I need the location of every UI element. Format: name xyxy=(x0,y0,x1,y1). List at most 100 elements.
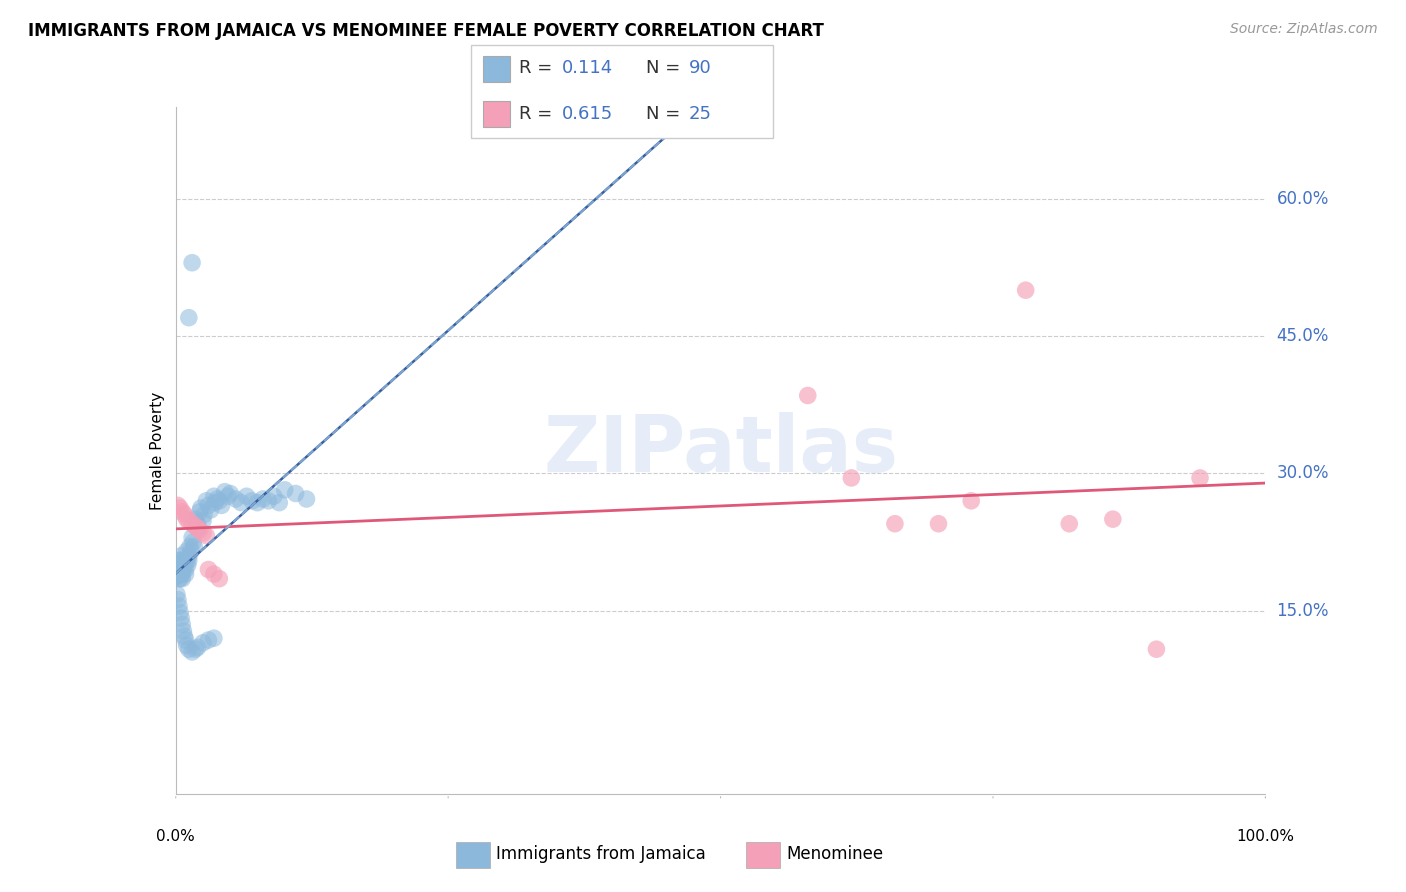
Point xyxy=(172,505,194,519)
Point xyxy=(274,483,297,497)
Point xyxy=(186,516,209,531)
Text: 25: 25 xyxy=(689,105,711,123)
Point xyxy=(167,599,190,614)
Point xyxy=(181,516,204,531)
Text: 15.0%: 15.0% xyxy=(1277,602,1329,620)
Point xyxy=(208,493,231,508)
Text: N =: N = xyxy=(647,60,686,78)
Text: 0.114: 0.114 xyxy=(562,60,613,78)
Point xyxy=(219,486,242,500)
Point xyxy=(169,572,191,586)
Text: 30.0%: 30.0% xyxy=(1277,465,1329,483)
Point xyxy=(167,592,190,607)
Point xyxy=(188,505,211,519)
Point xyxy=(167,553,190,567)
Text: ZIPatlas: ZIPatlas xyxy=(543,412,898,489)
Point xyxy=(177,310,200,325)
Point xyxy=(167,559,190,574)
FancyBboxPatch shape xyxy=(456,842,489,868)
Point xyxy=(269,496,291,510)
Point xyxy=(1102,512,1125,526)
FancyBboxPatch shape xyxy=(747,842,780,868)
Point xyxy=(167,562,190,576)
Point xyxy=(231,496,253,510)
Point xyxy=(202,567,225,582)
Point xyxy=(173,558,195,572)
Point xyxy=(284,486,307,500)
Point xyxy=(1144,642,1167,657)
Point xyxy=(167,558,190,572)
Point xyxy=(166,558,188,572)
Point xyxy=(177,558,200,572)
Text: 0.615: 0.615 xyxy=(562,105,613,123)
Point xyxy=(200,503,222,517)
Point xyxy=(225,491,247,506)
Point xyxy=(172,624,194,638)
Y-axis label: Female Poverty: Female Poverty xyxy=(149,392,165,509)
Point xyxy=(191,525,214,540)
Point xyxy=(167,572,190,586)
Point xyxy=(170,559,193,574)
Point xyxy=(186,521,209,535)
Point xyxy=(188,523,211,537)
Point xyxy=(167,558,190,572)
Point xyxy=(235,489,257,503)
Point xyxy=(183,540,205,554)
Point xyxy=(167,562,190,576)
Text: N =: N = xyxy=(647,105,686,123)
Point xyxy=(174,562,197,576)
Point xyxy=(172,617,194,632)
Point xyxy=(960,493,983,508)
Text: Menominee: Menominee xyxy=(786,845,883,863)
Text: R =: R = xyxy=(519,105,558,123)
Point xyxy=(170,566,193,580)
Point xyxy=(205,491,228,506)
Point xyxy=(186,640,209,655)
Point xyxy=(257,493,280,508)
Point xyxy=(191,514,214,528)
Point xyxy=(202,489,225,503)
Point xyxy=(181,645,204,659)
Point xyxy=(170,611,193,625)
Point xyxy=(180,544,202,558)
Point xyxy=(181,256,204,270)
Point xyxy=(796,388,818,402)
Point xyxy=(202,631,225,645)
Point xyxy=(184,642,207,657)
Point xyxy=(176,512,198,526)
Point xyxy=(240,493,263,508)
Point xyxy=(172,562,194,576)
Point xyxy=(193,508,215,522)
Point xyxy=(167,499,190,513)
Text: IMMIGRANTS FROM JAMAICA VS MENOMINEE FEMALE POVERTY CORRELATION CHART: IMMIGRANTS FROM JAMAICA VS MENOMINEE FEM… xyxy=(28,22,824,40)
Point xyxy=(246,496,269,510)
Text: 100.0%: 100.0% xyxy=(1236,829,1295,844)
Text: 0.0%: 0.0% xyxy=(156,829,195,844)
Point xyxy=(172,567,194,582)
Point xyxy=(191,636,214,650)
Point xyxy=(195,493,218,508)
Point xyxy=(1015,283,1038,297)
Point xyxy=(263,489,285,503)
Point xyxy=(1189,471,1212,485)
Point xyxy=(174,633,197,648)
Text: 90: 90 xyxy=(689,60,711,78)
Point xyxy=(169,562,191,576)
Point xyxy=(179,540,201,554)
Point xyxy=(173,508,195,522)
Point xyxy=(181,531,204,545)
Point xyxy=(170,553,193,567)
Point xyxy=(295,491,318,506)
Point xyxy=(214,484,236,499)
Point xyxy=(177,549,200,563)
Text: 45.0%: 45.0% xyxy=(1277,327,1329,345)
Point xyxy=(184,512,207,526)
Point xyxy=(177,642,200,657)
Point xyxy=(197,499,219,513)
Point xyxy=(187,521,209,535)
Point xyxy=(211,499,233,513)
Point xyxy=(177,514,200,528)
Point xyxy=(167,567,190,582)
Point xyxy=(176,544,198,558)
Point xyxy=(167,569,190,583)
